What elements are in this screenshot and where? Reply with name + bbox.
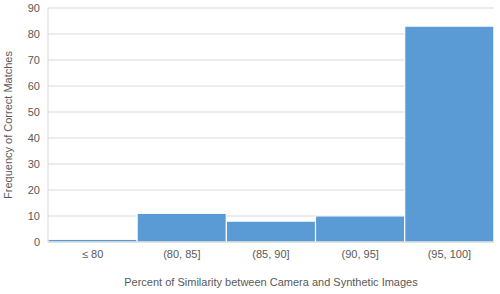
svg-text:0: 0 (34, 236, 40, 248)
svg-text:90: 90 (28, 2, 40, 14)
svg-text:(95, 100]: (95, 100] (428, 248, 471, 260)
svg-text:(90, 95]: (90, 95] (342, 248, 379, 260)
svg-text:Percent of Similarity between: Percent of Similarity between Camera and… (124, 276, 418, 288)
svg-text:Frequency of Correct Matches: Frequency of Correct Matches (8, 51, 14, 199)
svg-text:60: 60 (28, 80, 40, 92)
svg-text:40: 40 (28, 132, 40, 144)
svg-text:50: 50 (28, 106, 40, 118)
svg-text:10: 10 (28, 210, 40, 222)
svg-text:30: 30 (28, 158, 40, 170)
svg-text:70: 70 (28, 54, 40, 66)
svg-text:80: 80 (28, 28, 40, 40)
svg-text:(80, 85]: (80, 85] (163, 248, 200, 260)
svg-text:≤ 80: ≤ 80 (82, 248, 103, 260)
svg-text:(85, 90]: (85, 90] (252, 248, 289, 260)
svg-text:20: 20 (28, 184, 40, 196)
